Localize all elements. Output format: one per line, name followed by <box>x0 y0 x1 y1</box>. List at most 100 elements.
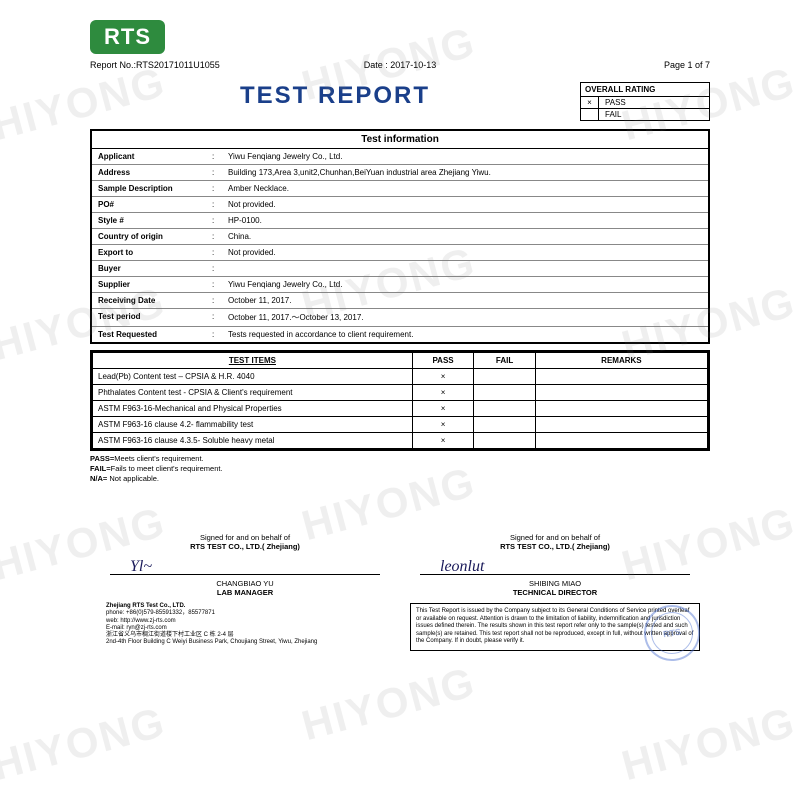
item-remarks <box>535 433 707 449</box>
item-name: Phthalates Content test - CPSIA & Client… <box>93 385 413 401</box>
info-value: Not provided. <box>222 197 708 212</box>
footer-phone: phone: +86(0)579-85591332，85577871 <box>106 610 215 616</box>
sig-name-2: SHIBING MIAO <box>410 579 700 588</box>
report-title: TEST REPORT <box>90 82 580 110</box>
info-row: Supplier:Yiwu Fenqiang Jewelry Co., Ltd. <box>92 276 708 292</box>
info-row: Receiving Date:October 11, 2017. <box>92 292 708 308</box>
footer-addr-en: 2nd-4th Floor Building C Weiyi Business … <box>106 639 317 645</box>
item-remarks <box>535 385 707 401</box>
page-number: Page 1 of 7 <box>503 60 710 70</box>
info-value: October 11, 2017. <box>222 293 708 308</box>
info-section-title: Test information <box>92 131 708 149</box>
signature-right: Signed for and on behalf of RTS TEST CO.… <box>400 533 710 651</box>
info-colon: : <box>212 197 222 212</box>
rating-fail-mark <box>581 109 599 120</box>
info-label: Address <box>92 165 212 180</box>
item-fail <box>474 385 536 401</box>
signature-left: Signed for and on behalf of RTS TEST CO.… <box>90 533 400 651</box>
item-pass: × <box>412 417 474 433</box>
watermark: HIYONG <box>617 698 800 790</box>
item-remarks <box>535 417 707 433</box>
footer-email: E-mail: ryn@zj-rts.com <box>106 625 167 631</box>
info-row: Test period:October 11, 2017.～October 13… <box>92 308 708 326</box>
rating-fail-label: FAIL <box>599 109 627 120</box>
footer-web: web: http://www.zj-rts.com <box>106 618 176 624</box>
sig-company: RTS TEST CO., LTD.( Zhejiang) <box>190 542 300 551</box>
sig-name-1: CHANGBIAO YU <box>100 579 390 588</box>
info-row: Address:Building 173,Area 3,unit2,Chunha… <box>92 164 708 180</box>
col-test-items: TEST ITEMS <box>93 353 413 369</box>
legend-pass-key: PASS= <box>90 454 114 463</box>
item-remarks <box>535 401 707 417</box>
item-fail <box>474 401 536 417</box>
info-label: Style # <box>92 213 212 228</box>
info-value: Tests requested in accordance to client … <box>222 327 708 342</box>
table-row: ASTM F963-16-Mechanical and Physical Pro… <box>93 401 708 417</box>
sig-role-1: LAB MANAGER <box>217 588 273 597</box>
info-colon: : <box>212 327 222 342</box>
info-row: Export to:Not provided. <box>92 244 708 260</box>
table-row: ASTM F963-16 clause 4.3.5- Soluble heavy… <box>93 433 708 449</box>
info-colon: : <box>212 309 222 326</box>
info-label: Supplier <box>92 277 212 292</box>
info-label: Export to <box>92 245 212 260</box>
overall-rating-box: OVERALL RATING ×PASS FAIL <box>580 82 710 121</box>
item-fail <box>474 433 536 449</box>
legend-fail-val: Fails to meet client's requirement. <box>111 464 223 473</box>
col-pass: PASS <box>412 353 474 369</box>
rating-pass-label: PASS <box>599 97 632 108</box>
info-colon: : <box>212 277 222 292</box>
info-value: China. <box>222 229 708 244</box>
info-row: Applicant:Yiwu Fenqiang Jewelry Co., Ltd… <box>92 149 708 164</box>
document-page: RTS Report No.:RTS20171011U1055 Date : 2… <box>90 20 710 651</box>
watermark: HIYONG <box>297 658 481 750</box>
legend-na-key: N/A= <box>90 474 107 483</box>
info-value <box>222 261 708 276</box>
item-name: ASTM F963-16-Mechanical and Physical Pro… <box>93 401 413 417</box>
rts-logo: RTS <box>90 20 165 54</box>
info-label: Country of origin <box>92 229 212 244</box>
footer-addr-cn: 浙江省义乌市稠江街道楼下村工业区 C 栋 2-4 层 <box>106 632 234 638</box>
legend: PASS=Meets client's requirement. FAIL=Fa… <box>90 454 710 483</box>
item-fail <box>474 369 536 385</box>
info-value: Building 173,Area 3,unit2,Chunhan,BeiYua… <box>222 165 708 180</box>
info-value: Yiwu Fenqiang Jewelry Co., Ltd. <box>222 149 708 164</box>
info-label: Test period <box>92 309 212 326</box>
test-items-table: TEST ITEMS PASS FAIL REMARKS Lead(Pb) Co… <box>92 352 708 449</box>
table-row: Lead(Pb) Content test – CPSIA & H.R. 404… <box>93 369 708 385</box>
info-colon: : <box>212 245 222 260</box>
rating-header: OVERALL RATING <box>581 83 709 97</box>
info-colon: : <box>212 165 222 180</box>
info-row: Buyer: <box>92 260 708 276</box>
sig-behalf: Signed for and on behalf of <box>100 533 390 542</box>
rating-pass-mark: × <box>581 97 599 108</box>
signature-row: Signed for and on behalf of RTS TEST CO.… <box>90 533 710 651</box>
meta-row: Report No.:RTS20171011U1055 Date : 2017-… <box>90 60 710 70</box>
item-pass: × <box>412 401 474 417</box>
info-colon: : <box>212 181 222 196</box>
info-colon: : <box>212 149 222 164</box>
info-label: Applicant <box>92 149 212 164</box>
info-row: Country of origin:China. <box>92 228 708 244</box>
legend-fail-key: FAIL= <box>90 464 111 473</box>
info-label: Buyer <box>92 261 212 276</box>
info-value: Amber Necklace. <box>222 181 708 196</box>
info-value: HP-0100. <box>222 213 708 228</box>
date-value: 2017-10-13 <box>390 60 436 70</box>
legend-na-val: Not applicable. <box>107 474 159 483</box>
item-pass: × <box>412 433 474 449</box>
item-fail <box>474 417 536 433</box>
info-colon: : <box>212 261 222 276</box>
footer-co: Zhejiang RTS Test Co., LTD. <box>106 603 185 609</box>
table-row: Phthalates Content test - CPSIA & Client… <box>93 385 708 401</box>
table-row: ASTM F963-16 clause 4.2- flammability te… <box>93 417 708 433</box>
signature-line: Yl~ <box>110 555 380 575</box>
signature-line: leonlut <box>420 555 690 575</box>
info-row: Sample Description:Amber Necklace. <box>92 180 708 196</box>
item-pass: × <box>412 385 474 401</box>
item-name: ASTM F963-16 clause 4.2- flammability te… <box>93 417 413 433</box>
sig-behalf: Signed for and on behalf of <box>410 533 700 542</box>
report-no: RTS20171011U1055 <box>136 60 220 70</box>
test-information-section: Test information Applicant:Yiwu Fenqiang… <box>90 129 710 344</box>
info-colon: : <box>212 229 222 244</box>
